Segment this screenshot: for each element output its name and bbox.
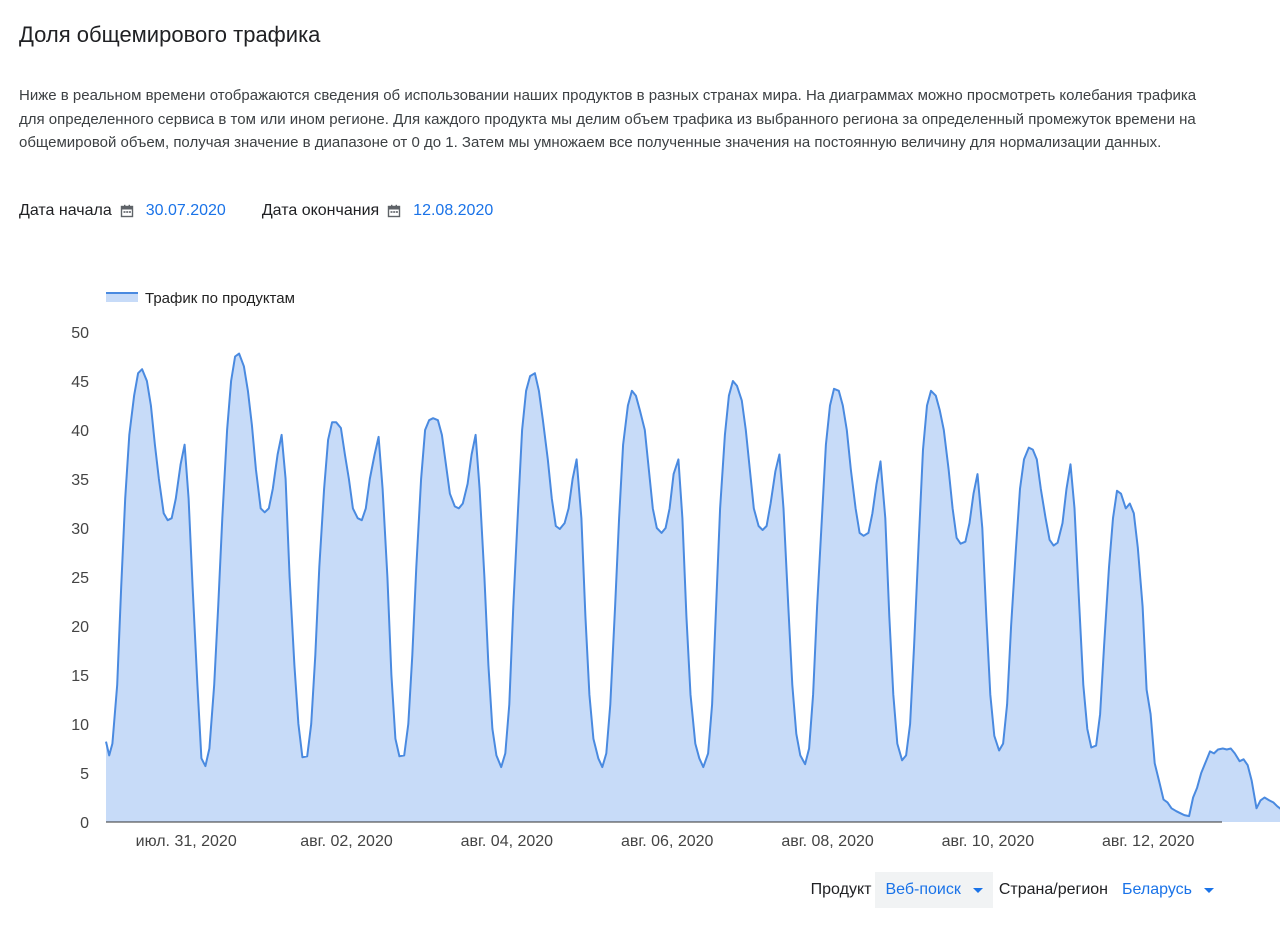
date-range: Дата начала 30.07.2020 Дата окончания 12… — [19, 200, 493, 222]
x-tick-label: авг. 10, 2020 — [942, 833, 1035, 850]
x-tick-label: авг. 04, 2020 — [461, 833, 554, 850]
legend-label: Трафик по продуктам — [145, 290, 295, 307]
start-date-label: Дата начала — [19, 202, 112, 219]
product-dropdown-value: Веб-поиск — [885, 881, 961, 898]
series-line — [105, 352, 1280, 818]
y-tick-label: 15 — [71, 668, 89, 685]
y-tick-label: 10 — [71, 717, 89, 734]
region-dropdown-value: Беларусь — [1122, 881, 1192, 898]
y-tick-label: 25 — [71, 570, 89, 587]
page-title: Доля общемирового трафика — [19, 22, 321, 47]
chart-filters: Продукт Веб-поиск Страна/регион Беларусь — [811, 872, 1224, 908]
x-tick-label: авг. 02, 2020 — [300, 833, 393, 850]
x-tick-label: авг. 08, 2020 — [781, 833, 874, 850]
y-tick-label: 35 — [71, 472, 89, 489]
region-label: Страна/регион — [998, 881, 1109, 898]
page-description: Ниже в реальном времени отображаются све… — [19, 87, 1197, 151]
traffic-chart: 0 5 10 15 20 25 30 35 40 45 50 июл. 31, 2020 авг. 02… — [71, 290, 1280, 850]
y-tick-label: 45 — [71, 374, 89, 391]
legend-swatch-fill — [106, 292, 138, 302]
end-date-value[interactable]: 12.08.2020 — [413, 202, 494, 219]
caret-down-icon — [972, 887, 983, 893]
x-tick-label: авг. 06, 2020 — [621, 833, 714, 850]
x-tick-label: авг. 12, 2020 — [1102, 833, 1195, 850]
calendar-icon[interactable] — [120, 204, 134, 218]
start-date-value[interactable]: 30.07.2020 — [145, 202, 226, 219]
caret-down-icon — [1204, 887, 1214, 893]
calendar-icon[interactable] — [387, 204, 401, 218]
product-dropdown[interactable]: Веб-поиск — [875, 872, 993, 908]
x-tick-label: июл. 31, 2020 — [136, 833, 237, 850]
y-tick-label: 0 — [80, 815, 89, 832]
y-tick-label: 50 — [71, 325, 89, 342]
y-tick-label: 5 — [80, 766, 89, 783]
y-tick-label: 30 — [71, 521, 89, 538]
y-tick-label: 40 — [71, 423, 89, 440]
end-date-label: Дата окончания — [261, 202, 380, 219]
product-label: Продукт — [810, 881, 872, 898]
y-tick-label: 20 — [71, 619, 89, 636]
region-dropdown[interactable]: Беларусь — [1112, 872, 1224, 908]
series-area — [106, 353, 1280, 822]
